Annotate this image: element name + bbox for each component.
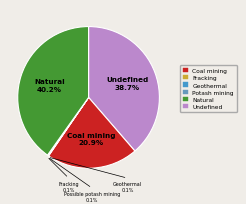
Text: Possible potash mining
0.1%: Possible potash mining 0.1% (64, 191, 120, 202)
Text: Natural
40.2%: Natural 40.2% (34, 79, 65, 92)
Wedge shape (89, 27, 159, 151)
Text: Coal mining
20.9%: Coal mining 20.9% (67, 132, 115, 145)
Wedge shape (49, 98, 135, 169)
Text: Undefined
38.7%: Undefined 38.7% (106, 77, 148, 90)
Legend: Coal mining, Fracking, Geothermal, Potash mining, Natural, Undefined: Coal mining, Fracking, Geothermal, Potas… (180, 66, 237, 112)
Wedge shape (48, 98, 89, 156)
Wedge shape (47, 98, 89, 156)
Text: Fracking
0.1%: Fracking 0.1% (58, 181, 79, 192)
Wedge shape (18, 27, 89, 155)
Text: Geothermal
0.1%: Geothermal 0.1% (113, 181, 142, 192)
Wedge shape (48, 98, 89, 156)
